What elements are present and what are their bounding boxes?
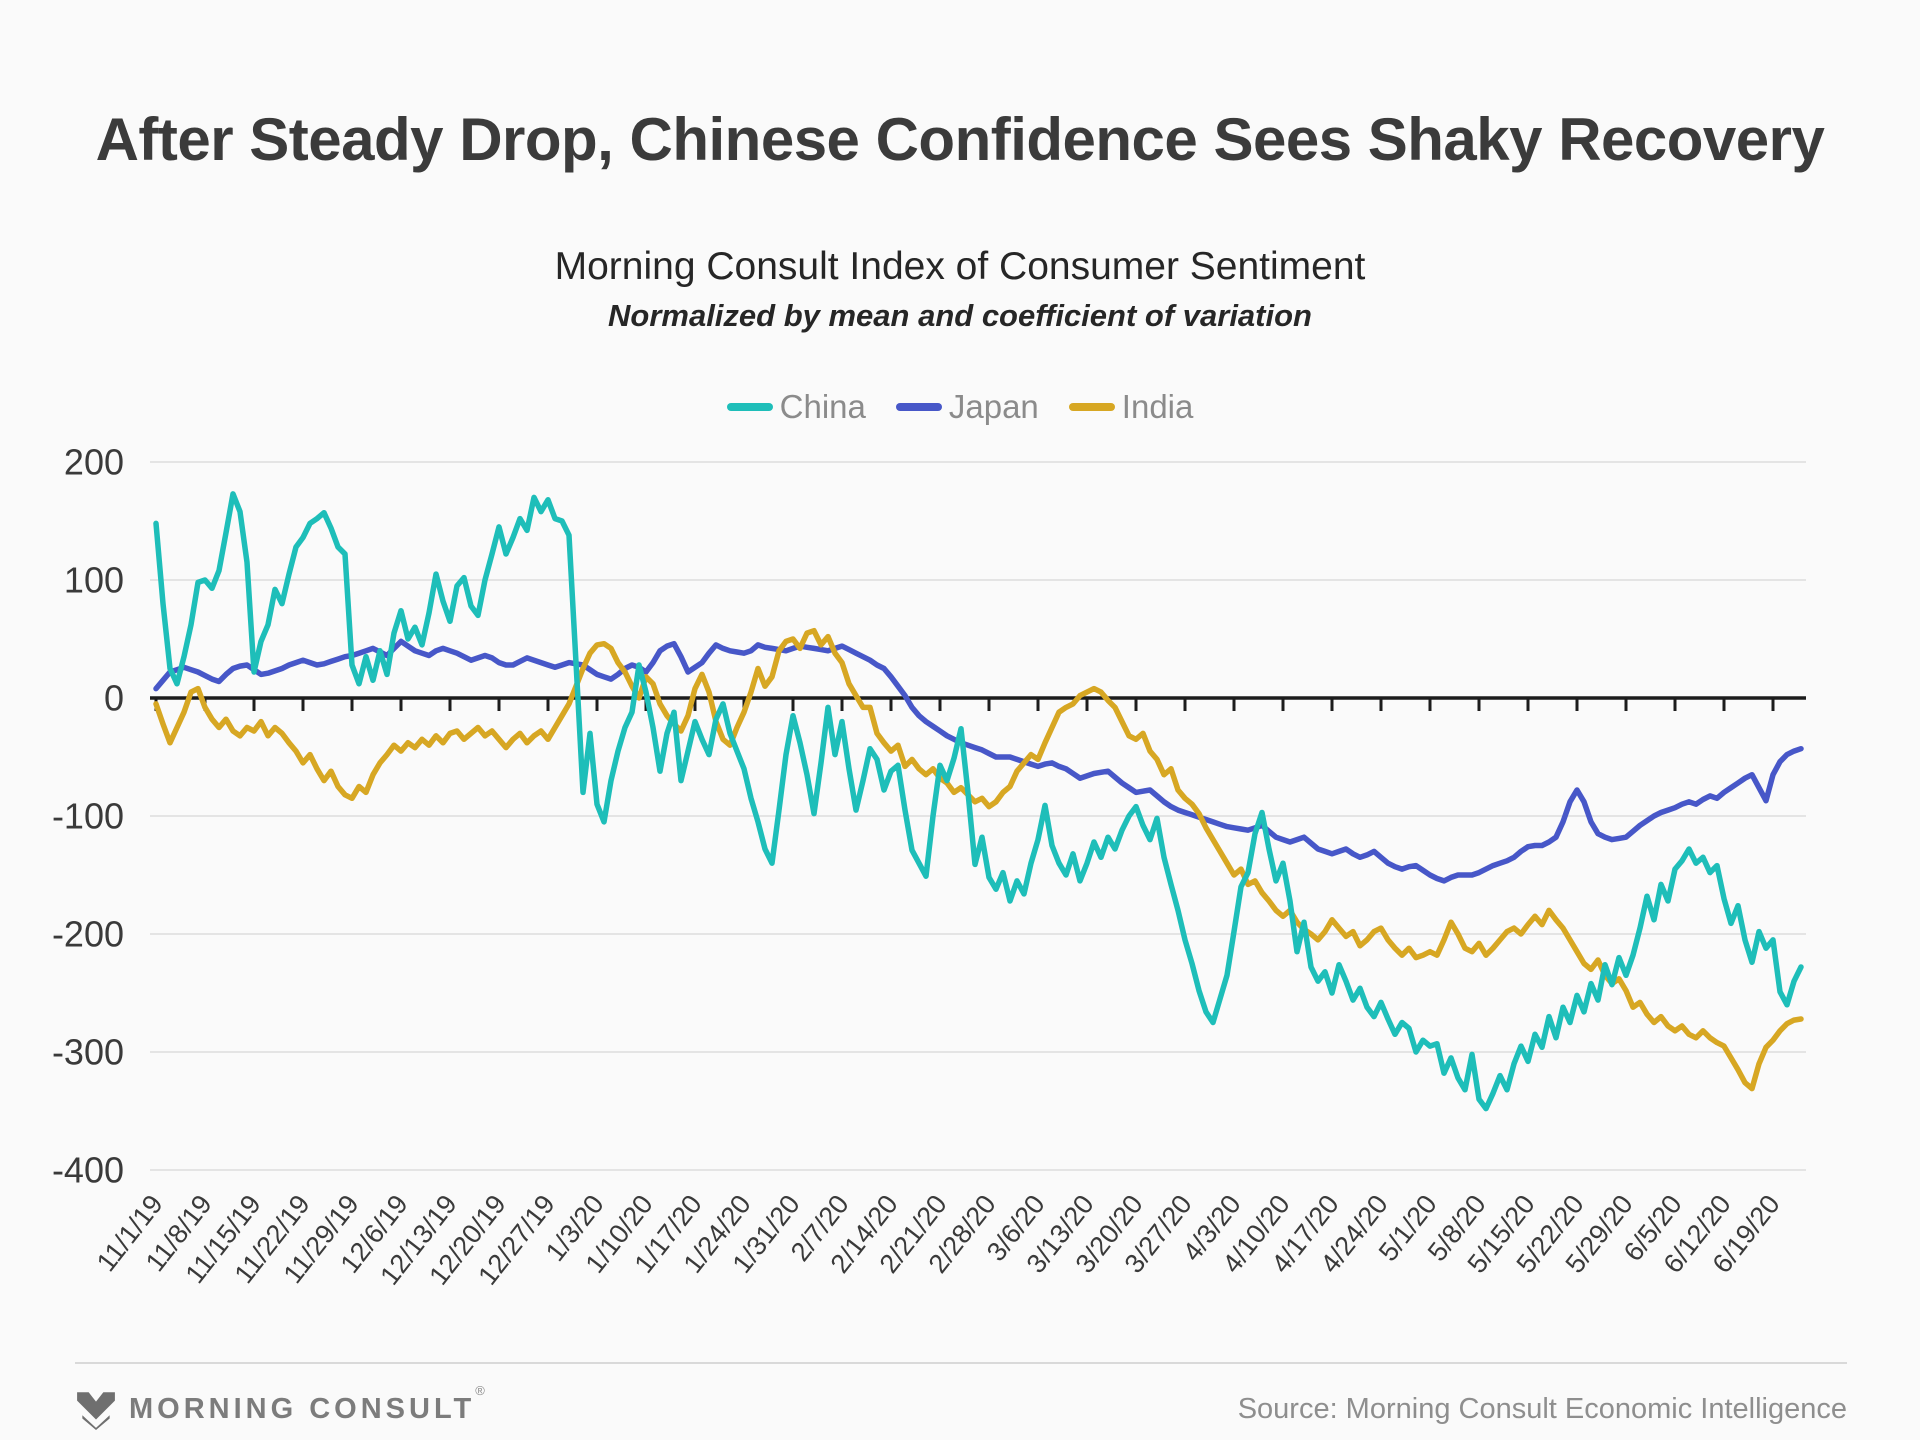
- legend-swatch-japan: [895, 403, 942, 411]
- morning-consult-m-icon: [77, 1392, 115, 1430]
- y-axis-label: 100: [64, 560, 124, 601]
- y-axis-label: 0: [104, 678, 124, 719]
- legend-item-china[interactable]: China: [726, 388, 866, 426]
- footer: MORNING CONSULT® Source: Morning Consult…: [75, 1383, 1847, 1434]
- y-axis-label: -100: [52, 796, 124, 837]
- legend-label: China: [779, 388, 866, 425]
- legend-label: India: [1121, 388, 1194, 425]
- registered-mark: ®: [475, 1382, 485, 1398]
- legend-item-japan[interactable]: Japan: [895, 388, 1039, 426]
- legend-swatch-china: [726, 403, 773, 411]
- brand-name: MORNING CONSULT: [129, 1392, 476, 1425]
- morning-consult-logo: MORNING CONSULT®: [75, 1383, 485, 1430]
- series-line-japan: [153, 638, 1804, 884]
- series-line-india: [153, 627, 1804, 1092]
- source-credit: Source: Morning Consult Economic Intelli…: [1237, 1392, 1847, 1425]
- y-axis-label: 200: [64, 442, 124, 483]
- chart-legend: China Japan India: [0, 388, 1920, 426]
- footer-divider: [75, 1362, 1847, 1364]
- chart-subtitle: Morning Consult Index of Consumer Sentim…: [554, 245, 1366, 288]
- y-axis-label: -400: [52, 1150, 124, 1191]
- legend-item-india[interactable]: India: [1068, 388, 1194, 426]
- series-line-china: [153, 491, 1804, 1112]
- page-title: After Steady Drop, Chinese Confidence Se…: [95, 106, 1825, 173]
- legend-label: Japan: [948, 388, 1039, 425]
- chart-subtitle-note: Normalized by mean and coefficient of va…: [608, 298, 1312, 333]
- y-axis-label: -200: [52, 914, 124, 955]
- legend-swatch-india: [1068, 403, 1115, 411]
- y-axis-label: -300: [52, 1032, 124, 1073]
